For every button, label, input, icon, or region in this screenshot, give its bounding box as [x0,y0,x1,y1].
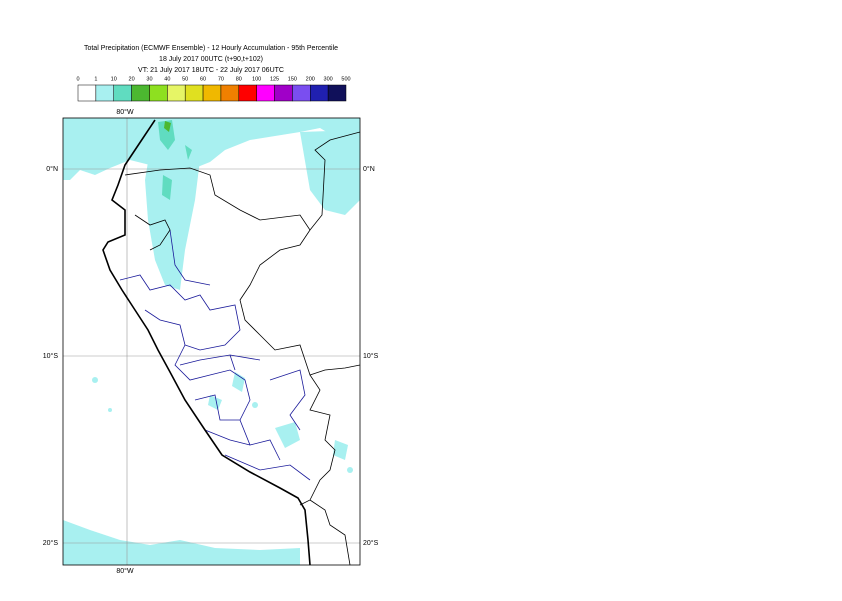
legend-label: 60 [200,76,206,82]
legend-label: 20 [129,76,135,82]
legend-label: 30 [146,76,152,82]
lat-label: 20°S [363,539,379,547]
legend-label: 125 [270,76,279,82]
legend-label: 200 [306,76,315,82]
graticule [63,118,360,565]
legend-label: 100 [252,76,261,82]
legend-swatch [77,84,97,102]
legend-swatch [95,84,114,102]
map-background [63,118,360,565]
title-line: 18 July 2017 00UTC (t+90,t+102) [159,56,263,63]
legend-label: 50 [182,76,188,82]
precip-areas [63,118,360,565]
lat-label: 0°N [46,165,58,173]
admin-boundaries [119,229,311,481]
legend-label: 300 [324,76,333,82]
graticule-labels: 80°W 80°W 0°N 0°N 10°S 10°S 20°S 20°S [43,108,379,575]
header: Total Precipitation (ECMWF Ensemble) - 1… [84,45,338,74]
legend-label: 1 [94,76,97,82]
legend-swatch [292,84,311,102]
map-frame [62,117,361,566]
coastline [102,119,311,566]
legend: 0 1 10 20 30 40 50 60 70 80 100 125 150 200 300 500 [76,76,351,102]
precip-areas-high [164,121,171,132]
legend-label: 150 [288,76,297,82]
precip-areas-medium [158,120,192,200]
lat-label: 0°N [363,165,375,173]
legend-swatch [184,84,204,102]
legend-swatch [238,84,257,102]
legend-swatch [327,84,347,102]
legend-label: 80 [236,76,242,82]
legend-swatch [256,84,275,102]
legend-label: 10 [111,76,117,82]
legend-swatch [149,84,168,102]
legend-label: 70 [218,76,224,82]
legend-label: 0 [76,76,79,82]
legend-label: 500 [341,76,350,82]
title-line: Total Precipitation (ECMWF Ensemble) - 1… [84,45,338,52]
lat-label: 10°S [43,352,59,360]
lat-label: 20°S [43,539,59,547]
legend-swatch [310,84,329,102]
map [62,117,361,566]
lat-label: 10°S [363,352,379,360]
legend-swatch [167,84,186,102]
country-borders [124,131,361,566]
legend-swatch [202,84,222,102]
legend-swatch [274,84,293,102]
title-line: VT: 21 July 2017 18UTC - 22 July 2017 06… [138,67,284,74]
lon-label: 80°W [116,108,134,116]
legend-swatch [220,84,240,102]
lon-label: 80°W [116,567,134,575]
legend-label: 40 [164,76,170,82]
legend-swatch [131,84,150,102]
legend-swatch [113,84,132,102]
